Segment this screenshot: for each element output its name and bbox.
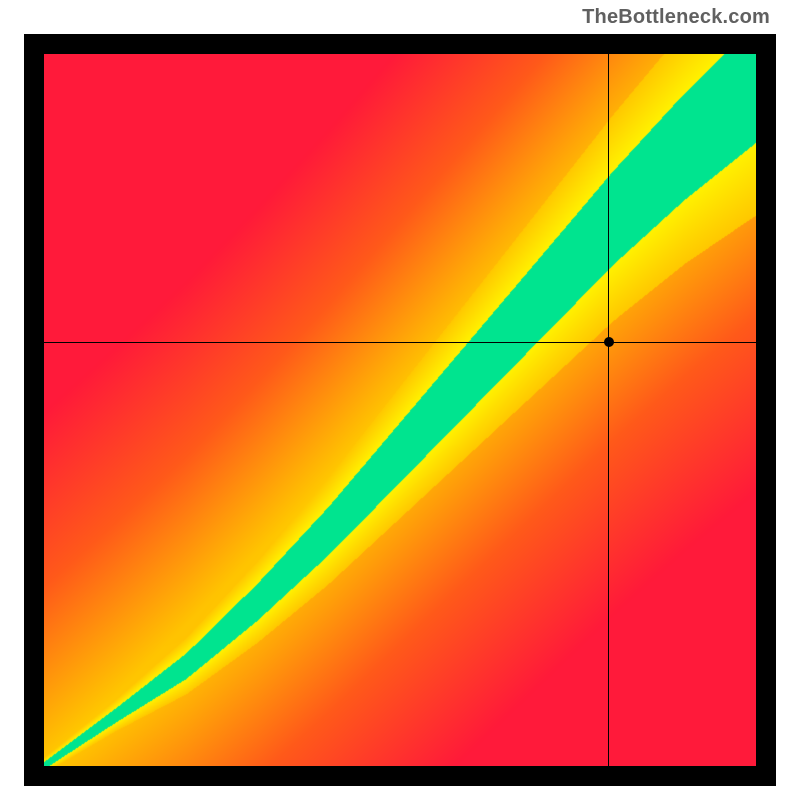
crosshair-marker (604, 337, 614, 347)
crosshair-vertical (608, 54, 609, 766)
plot-area (44, 54, 756, 766)
heatmap-canvas (44, 54, 756, 766)
crosshair-horizontal (44, 342, 756, 343)
chart-container: TheBottleneck.com (0, 0, 800, 800)
watermark-text: TheBottleneck.com (582, 6, 770, 29)
